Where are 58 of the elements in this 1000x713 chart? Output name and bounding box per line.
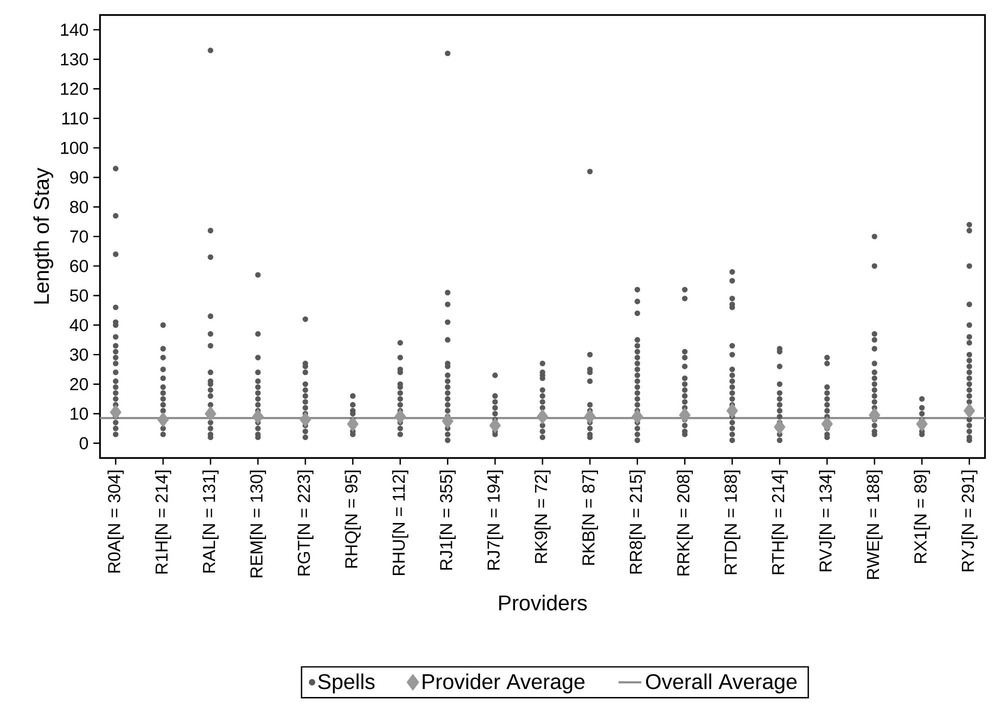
y-tick-label: 40 bbox=[70, 318, 88, 332]
x-tick-label: RTD[N = 188] bbox=[724, 470, 740, 574]
legend-label: Overall Average bbox=[646, 674, 797, 694]
x-tick-label: RRK[N = 208] bbox=[676, 470, 693, 576]
y-tick-label: 110 bbox=[62, 112, 88, 124]
x-tick-label: RJ7[N = 194] bbox=[486, 470, 504, 570]
point bbox=[394, 409, 406, 424]
point bbox=[157, 412, 169, 428]
x-tick-label: RKB[N = 87] bbox=[582, 470, 598, 565]
x-tick-label: RWE[N = 188] bbox=[866, 470, 883, 579]
x-tick-label: RR8[N = 215] bbox=[629, 470, 646, 574]
y-tick-label: 0 bbox=[80, 437, 88, 450]
x-tick-label: RAL[N = 131] bbox=[202, 470, 219, 572]
point bbox=[964, 403, 976, 418]
y-tick-label: 10 bbox=[70, 408, 88, 420]
point bbox=[442, 413, 454, 429]
x-tick-label: RK9[N = 72] bbox=[534, 470, 551, 563]
point bbox=[821, 416, 833, 432]
y-axis-title: Length of Stay bbox=[33, 168, 54, 304]
y-tick-label: 70 bbox=[70, 230, 88, 243]
x-tick-label: RHU[N = 112] bbox=[392, 470, 408, 576]
y-tick-label: 50 bbox=[70, 289, 88, 302]
x-tick-label: RVJ[N = 134] bbox=[818, 470, 836, 572]
x-tick-label: RGT[N = 223] bbox=[297, 470, 314, 576]
x-tick-label: RYJ[N = 291] bbox=[961, 470, 978, 572]
point bbox=[916, 416, 928, 432]
point bbox=[536, 409, 548, 424]
x-tick-label: REM[N = 130] bbox=[250, 470, 266, 578]
point bbox=[632, 409, 644, 424]
x-axis-title: Providers bbox=[499, 594, 587, 610]
y-tick-label: 20 bbox=[70, 378, 88, 390]
legend-label: Provider Average bbox=[422, 674, 584, 694]
point bbox=[868, 408, 880, 423]
x-tick-label: RX1[N = 89] bbox=[914, 470, 930, 563]
point bbox=[204, 406, 216, 422]
point bbox=[252, 409, 264, 424]
x-tick-label: RTH[N = 214] bbox=[772, 470, 788, 574]
point bbox=[300, 412, 312, 428]
y-tick-label: 30 bbox=[70, 348, 88, 361]
point bbox=[774, 419, 786, 435]
y-tick-label: 120 bbox=[61, 82, 88, 95]
y-tick-label: 90 bbox=[70, 171, 88, 184]
y-tick-label: 100 bbox=[61, 142, 88, 154]
x-tick-label: RJ1[N = 355] bbox=[440, 470, 456, 570]
y-tick-label: 60 bbox=[70, 260, 88, 272]
x-tick-label: R0A[N = 304] bbox=[108, 470, 124, 572]
x-tick-label: RHQ[N = 95] bbox=[344, 470, 361, 568]
y-tick-label: 80 bbox=[70, 200, 88, 214]
point bbox=[347, 416, 359, 432]
y-tick-label: 130 bbox=[61, 53, 88, 66]
x-tick-label: R1H[N = 214] bbox=[155, 470, 172, 574]
point bbox=[584, 409, 596, 424]
point bbox=[726, 403, 738, 418]
legend-label: Spells bbox=[318, 674, 375, 694]
y-tick-label: 140 bbox=[61, 24, 88, 36]
point bbox=[489, 418, 501, 434]
point bbox=[110, 404, 122, 420]
point bbox=[679, 408, 691, 423]
